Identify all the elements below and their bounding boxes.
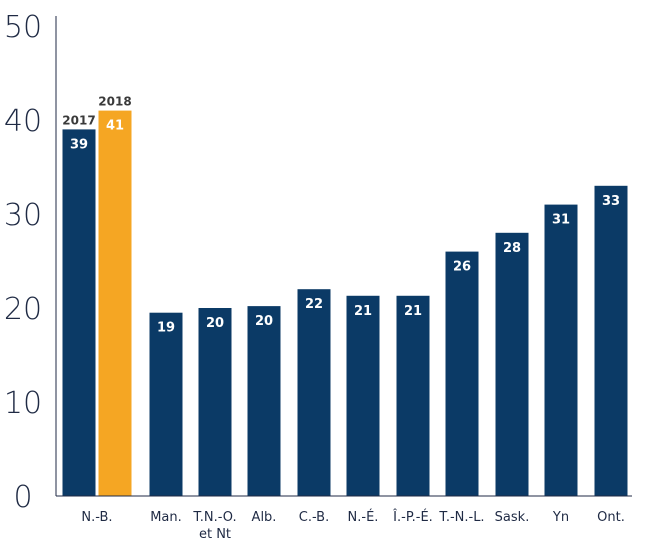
data-label: 39 [70, 137, 88, 152]
x-tick-label: T.-N.-L. [438, 510, 484, 525]
bar [297, 289, 331, 496]
bar [594, 185, 628, 497]
x-tick-label: N.-B. [81, 510, 112, 525]
bars: 39 2017 41 2018 19 20 20 22 21 21 26 28 31 33 [62, 95, 628, 497]
x-tick-label: Man. [150, 510, 182, 525]
bar [544, 204, 578, 496]
y-axis: 0 10 20 30 40 50 [4, 10, 57, 515]
x-tick-label: et Nt [199, 527, 231, 542]
x-axis: N.-B. Man. T.N.-O. et Nt Alb. C.-B. N.-É. Î.-P.… [56, 495, 632, 542]
x-tick-label: T.N.-O. [192, 510, 236, 525]
bar [98, 110, 132, 496]
x-tick-label: Yn [552, 510, 569, 525]
data-label: 28 [503, 241, 521, 256]
data-label: 21 [404, 304, 422, 319]
data-label: 21 [354, 304, 372, 319]
x-tick-label: Alb. [252, 510, 277, 525]
y-tick-label: 0 [13, 480, 32, 515]
bar [445, 251, 479, 496]
data-label: 20 [206, 316, 224, 331]
y-tick-label: 50 [4, 10, 42, 45]
x-tick-label: C.-B. [299, 510, 330, 525]
data-label: 41 [106, 119, 124, 134]
bar [495, 232, 529, 497]
x-tick-label: Î.-P.-É. [392, 509, 433, 525]
bar [346, 295, 380, 496]
y-tick-label: 40 [4, 104, 42, 139]
x-tick-label: Ont. [597, 510, 625, 525]
x-tick-label: N.-É. [348, 509, 379, 525]
data-label: 19 [157, 321, 175, 336]
data-label: 20 [255, 314, 273, 329]
year-label: 2018 [98, 95, 131, 109]
bar [62, 129, 96, 496]
bar [198, 308, 232, 496]
bar [247, 306, 281, 496]
y-tick-label: 10 [4, 386, 42, 421]
y-tick-label: 20 [4, 292, 42, 327]
bar [396, 295, 430, 496]
year-label: 2017 [62, 113, 95, 127]
y-tick-label: 30 [4, 198, 42, 233]
data-label: 31 [552, 213, 570, 228]
bar [149, 312, 183, 496]
data-label: 22 [305, 297, 323, 312]
data-label: 33 [602, 194, 620, 209]
data-label: 26 [453, 260, 471, 275]
x-tick-label: Sask. [495, 510, 530, 525]
